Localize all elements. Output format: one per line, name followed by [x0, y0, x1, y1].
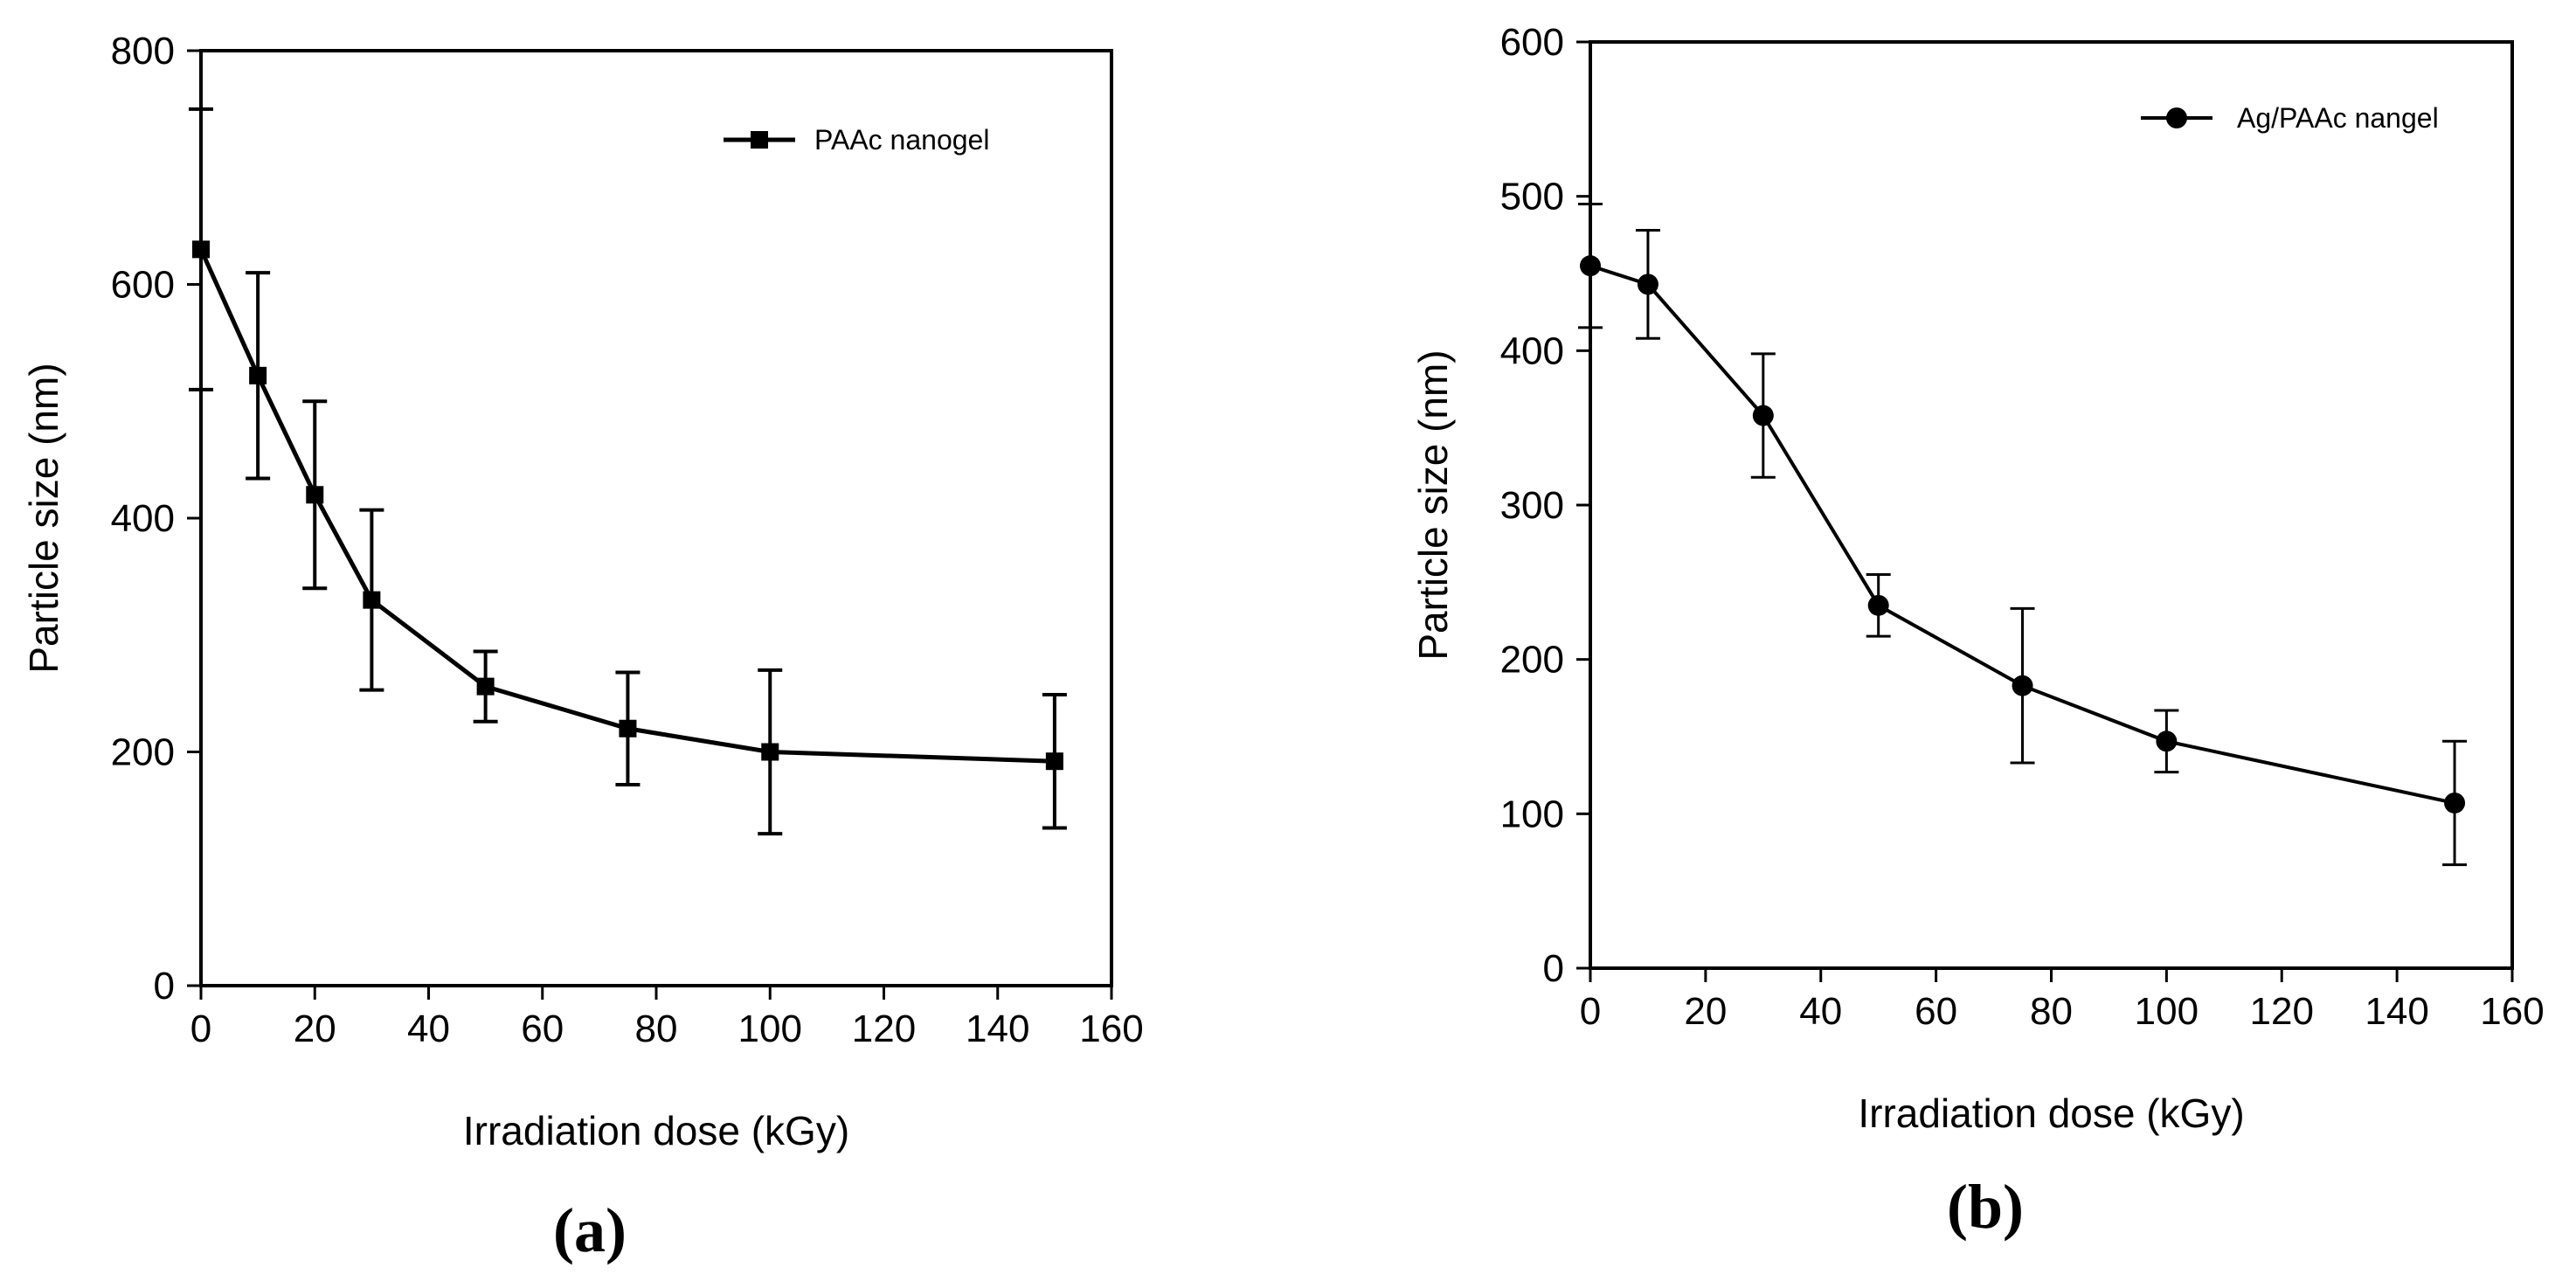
x-tick-label: 60 — [1915, 990, 1957, 1033]
x-tick-label: 140 — [966, 1008, 1029, 1050]
legend-marker — [2166, 107, 2187, 128]
legend-label: Ag/PAAc nangel — [2237, 102, 2439, 134]
legend: PAAc nanogel — [724, 124, 989, 156]
y-tick-label: 300 — [1500, 484, 1564, 527]
plot-frame — [1589, 40, 2514, 970]
data-point — [1867, 594, 1889, 616]
chart-panel-a: 0 20 40 60 80 100 120 140 160 0 200 400 600 800 Irradi… — [21, 30, 1144, 1265]
x-tick-label: 0 — [190, 1008, 211, 1050]
y-tick-label: 0 — [154, 965, 175, 1008]
y-tick-label: 200 — [1500, 639, 1564, 682]
panel-label: (a) — [553, 1195, 627, 1265]
y-tick-label: 400 — [111, 497, 175, 540]
y-tick-label: 500 — [1500, 176, 1564, 218]
data-point — [1580, 255, 1601, 277]
legend-marker — [751, 131, 768, 149]
x-tick-label: 100 — [2135, 990, 2199, 1033]
y-tick-label: 100 — [1500, 793, 1564, 835]
y-axis-title: Particle size (nm) — [1410, 350, 1456, 660]
panel-label: (b) — [1947, 1172, 2024, 1242]
data-point — [363, 591, 381, 609]
x-tick-label: 160 — [1079, 1008, 1143, 1050]
y-tick-label: 800 — [111, 30, 175, 73]
x-tick-label: 60 — [521, 1008, 564, 1050]
x-tick-label: 80 — [635, 1008, 678, 1050]
x-tick-label: 40 — [1799, 990, 1842, 1033]
x-axis-title: Irradiation dose (kGy) — [463, 1108, 849, 1153]
x-axis-title: Irradiation dose (kGy) — [1858, 1091, 2244, 1136]
data-point — [761, 743, 779, 761]
data-point — [2012, 675, 2033, 696]
x-tick-label: 120 — [852, 1008, 916, 1050]
data-point — [2444, 792, 2466, 814]
x-tick-label: 40 — [407, 1008, 450, 1050]
data-point — [192, 240, 210, 259]
data-point — [1045, 752, 1063, 771]
x-tick-label: 0 — [1580, 990, 1601, 1033]
x-tick-label: 100 — [738, 1008, 802, 1050]
data-point — [619, 719, 637, 737]
y-tick-label: 200 — [111, 731, 175, 774]
x-tick-label: 20 — [1684, 990, 1727, 1033]
x-tick-label: 80 — [2030, 990, 2073, 1033]
y-tick-label: 600 — [111, 264, 175, 307]
data-point — [1637, 274, 1658, 295]
y-tick-label: 0 — [1543, 947, 1564, 990]
plot-frame — [199, 49, 1113, 987]
legend: Ag/PAAc nangel — [2141, 102, 2439, 134]
legend-label: PAAc nanogel — [814, 124, 989, 156]
y-tick-label: 400 — [1500, 329, 1564, 372]
x-tick-label: 20 — [294, 1008, 336, 1050]
data-point — [249, 366, 267, 384]
x-tick-label: 120 — [2250, 990, 2314, 1033]
x-tick-label: 160 — [2480, 990, 2544, 1033]
data-point — [306, 486, 324, 504]
data-point — [2156, 731, 2178, 752]
y-tick-label: 600 — [1500, 21, 1564, 64]
data-point — [476, 677, 495, 696]
x-tick-label: 140 — [2365, 990, 2428, 1033]
series-line — [198, 248, 1055, 764]
chart-panel-b: 0 20 40 60 80 100 120 140 160 0 100 200 300 400 500 600… — [1410, 21, 2545, 1242]
data-point — [1752, 405, 1774, 426]
y-axis-title: Particle size (nm) — [21, 363, 66, 673]
